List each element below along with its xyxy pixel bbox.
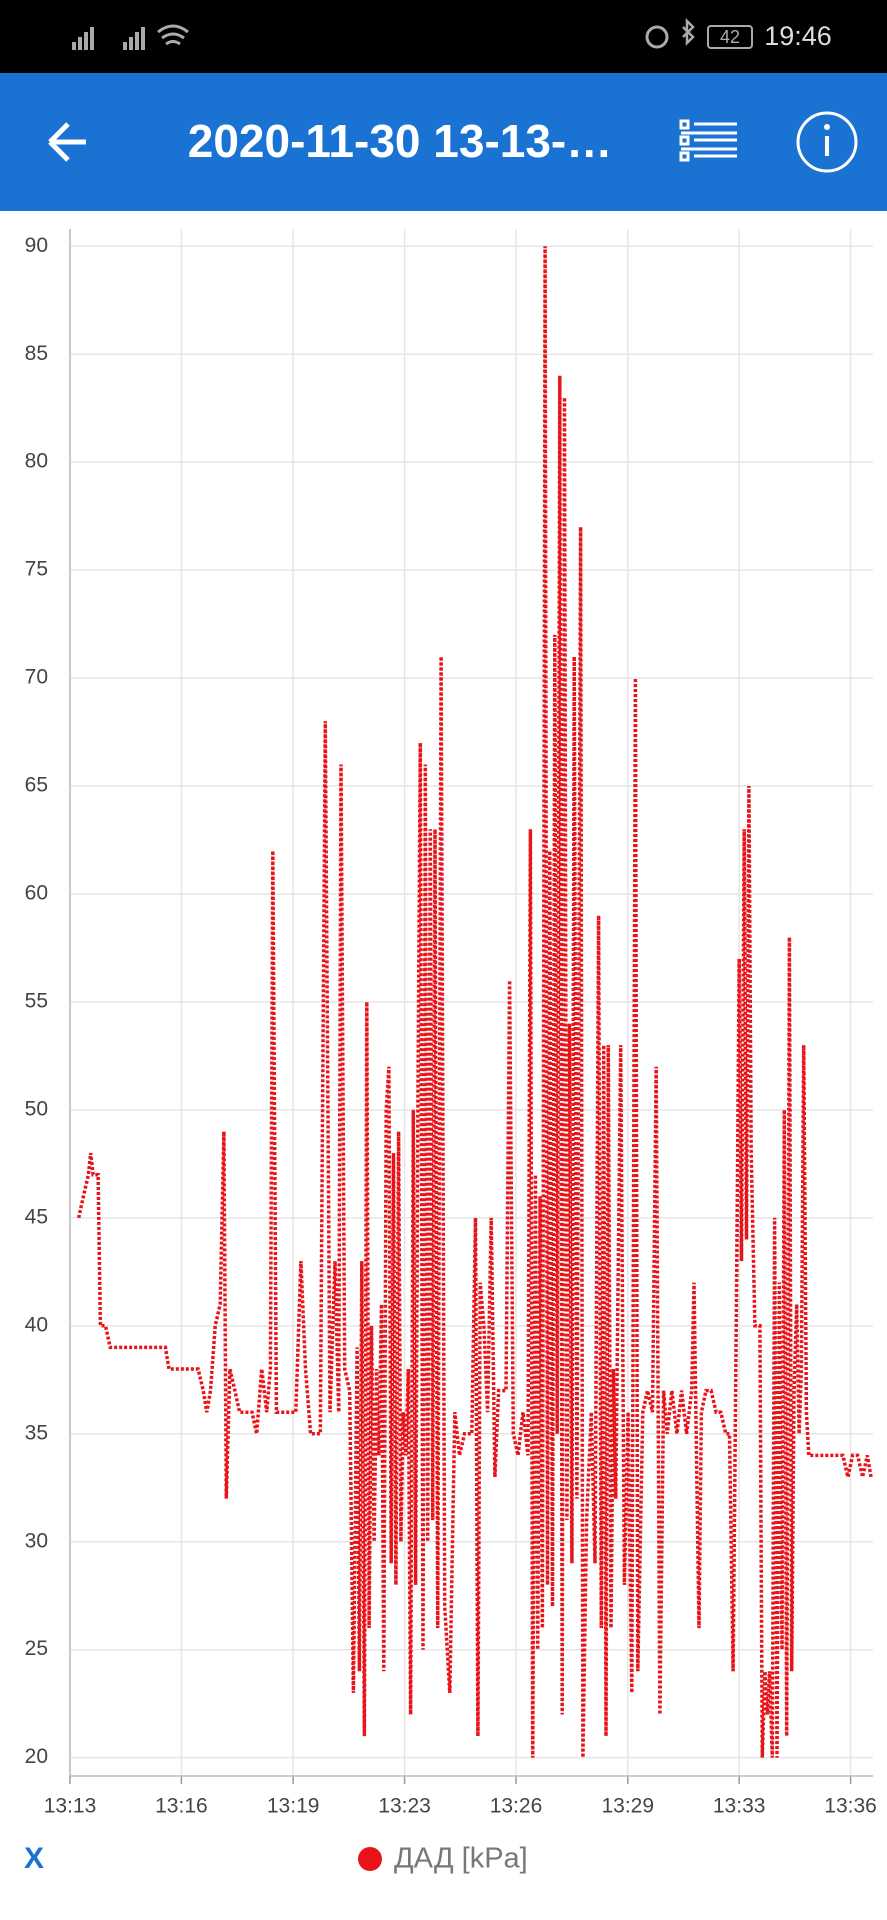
x-tick-label: 13:33 [713, 1795, 766, 1818]
y-tick-label: 50 [25, 1097, 48, 1120]
x-tick-label: 13:29 [601, 1795, 654, 1818]
y-tick-label: 40 [25, 1313, 48, 1336]
x-tick-label: 13:26 [490, 1795, 543, 1818]
clock: 19:46 [764, 21, 832, 51]
x-tick-label: 13:36 [824, 1795, 877, 1818]
y-tick-label: 85 [25, 342, 48, 365]
y-tick-label: 20 [25, 1745, 48, 1768]
battery-icon [707, 25, 753, 49]
app-bar [0, 73, 887, 211]
x-tick-label: 13:16 [155, 1795, 208, 1818]
battery-level: 42 [720, 27, 740, 47]
app-title: 2020-11-30 13-13-… [188, 115, 613, 167]
back-button[interactable] [48, 122, 86, 162]
y-tick-label: 70 [25, 666, 48, 689]
y-tick-label: 55 [25, 990, 48, 1013]
y-tick-label: 25 [25, 1637, 48, 1660]
bluetooth-icon [682, 17, 695, 47]
y-tick-label: 30 [25, 1529, 48, 1552]
status-bar [0, 0, 887, 73]
legend-marker [358, 1847, 382, 1871]
y-tick-label: 35 [25, 1421, 48, 1444]
y-tick-label: 90 [25, 234, 48, 257]
chart: 20 25 30 35 40 45 50 55 60 65 70 75 80 85 90 13:13 13:16… [24, 229, 877, 1875]
x-tick-label: 13:13 [44, 1795, 97, 1818]
y-tick-label: 75 [25, 558, 48, 581]
list-button[interactable] [679, 119, 737, 162]
legend-label: ДАД [kPa] [394, 1843, 528, 1875]
info-button[interactable] [796, 111, 858, 173]
x-tick-label: 13:23 [378, 1795, 431, 1818]
x-tick-label: 13:19 [267, 1795, 320, 1818]
y-tick-label: 45 [25, 1205, 48, 1228]
y-tick-label: 65 [25, 774, 48, 797]
y-tick-label: 80 [25, 450, 48, 473]
x-axis-label: X [24, 1842, 44, 1875]
y-tick-label: 60 [25, 882, 48, 905]
data-line [76, 246, 873, 1758]
signal-icons [72, 24, 189, 50]
alarm-icon [645, 25, 669, 49]
